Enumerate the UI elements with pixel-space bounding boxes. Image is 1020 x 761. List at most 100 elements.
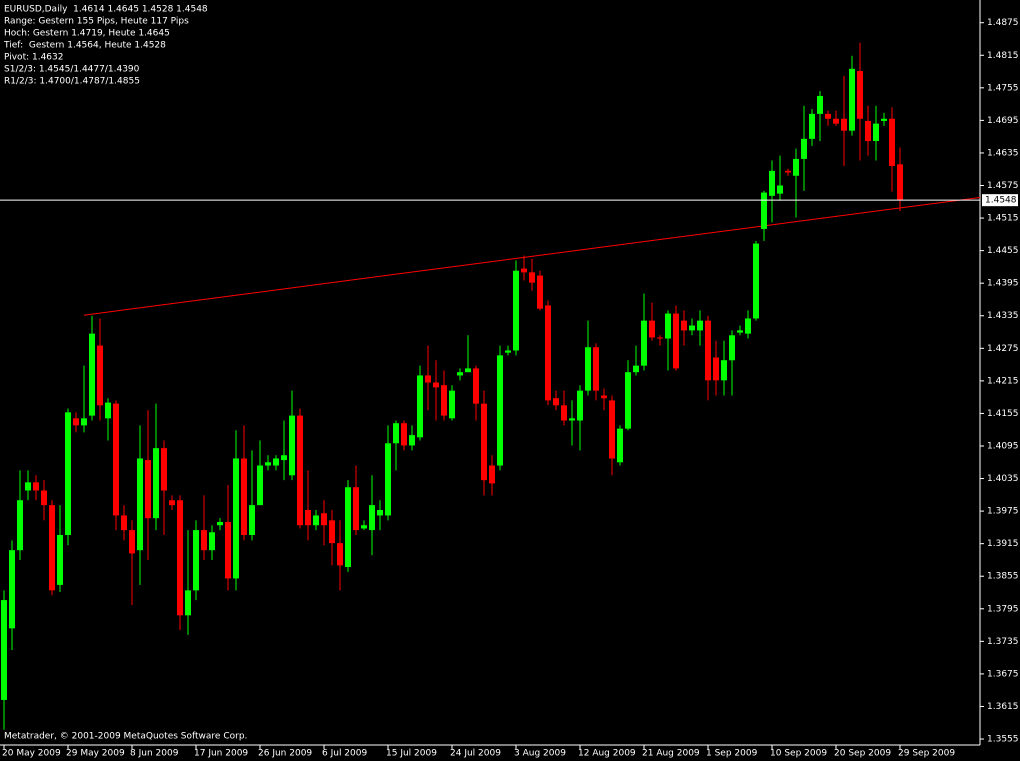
y-tick-label: 1.4875 (987, 18, 1019, 28)
candle-body (505, 350, 511, 353)
candle-body (121, 515, 127, 531)
candle-body (873, 123, 879, 142)
candle-body (585, 347, 591, 391)
x-tick-label: 29 Sep 2009 (898, 749, 955, 759)
candle-body (753, 243, 759, 319)
candle-body (273, 458, 279, 466)
candle-body (97, 345, 103, 406)
y-tick-label: 1.4335 (987, 311, 1019, 321)
candle-body (577, 390, 583, 421)
x-tick-label: 20 Sep 2009 (834, 749, 891, 759)
candle-body (297, 415, 303, 526)
candle-body (377, 510, 383, 516)
y-tick-label: 1.3855 (987, 572, 1019, 582)
candle-body (433, 382, 439, 388)
candle-body (385, 443, 391, 516)
candle-body (617, 428, 623, 463)
y-tick-label: 1.4455 (987, 246, 1019, 256)
candle-body (825, 113, 831, 119)
candle-body (305, 510, 311, 526)
y-tick-label: 1.4095 (987, 441, 1019, 451)
y-tick-label: 1.3915 (987, 539, 1019, 549)
y-tick-label: 1.4575 (987, 181, 1019, 191)
info-line: Range: Gestern 155 Pips, Heute 117 Pips (4, 17, 189, 27)
info-line: EURUSD,Daily 1.4614 1.4645 1.4528 1.4548 (4, 5, 208, 15)
candle-body (417, 375, 423, 438)
candle-body (633, 365, 639, 373)
y-tick-label: 1.4695 (987, 116, 1019, 126)
x-tick-label: 3 Aug 2009 (514, 749, 566, 759)
candle-body (409, 435, 415, 446)
candle-body (729, 335, 735, 361)
x-tick-label: 26 Jun 2009 (258, 749, 312, 759)
candle-body (281, 455, 287, 461)
candle-body (641, 320, 647, 366)
info-line: R1/2/3: 1.4700/1.4787/1.4855 (4, 77, 140, 87)
candle-body (449, 390, 455, 419)
candle-body (425, 375, 431, 383)
candle-body (881, 118, 887, 121)
candle-body (193, 530, 199, 591)
candle-body (481, 403, 487, 481)
y-tick-label: 1.4215 (987, 376, 1019, 386)
y-tick-label: 1.4515 (987, 214, 1019, 224)
candle-body (817, 95, 823, 114)
candle-body (145, 460, 151, 519)
candle-body (65, 412, 71, 535)
candle-body (841, 118, 847, 131)
y-tick-label: 1.3975 (987, 507, 1019, 517)
candle-body (857, 71, 863, 119)
candle-body (241, 458, 247, 535)
candle-body (81, 418, 87, 426)
y-tick-label: 1.3555 (987, 735, 1019, 745)
y-tick-label: 1.4035 (987, 474, 1019, 484)
candle-body (561, 405, 567, 421)
candle-body (209, 532, 215, 551)
candle-body (9, 550, 15, 629)
x-tick-label: 20 May 2009 (2, 749, 61, 759)
candle-body (361, 525, 367, 529)
y-tick-label: 1.4755 (987, 83, 1019, 93)
candle-body (41, 490, 47, 506)
y-tick-label: 1.3735 (987, 637, 1019, 647)
candle-body (665, 313, 671, 339)
candle-body (473, 368, 479, 404)
candle-body (289, 415, 295, 476)
candle-body (697, 320, 703, 331)
candle-body (153, 448, 159, 519)
info-line: S1/2/3: 1.4545/1.4477/1.4390 (4, 65, 140, 75)
candle-body (897, 164, 903, 201)
x-tick-label: 6 Jul 2009 (322, 749, 367, 759)
candle-body (545, 305, 551, 401)
candle-body (705, 320, 711, 381)
candle-body (177, 500, 183, 616)
candle-body (513, 270, 519, 351)
candle-body (105, 402, 111, 419)
candle-body (217, 521, 223, 526)
candle-body (185, 590, 191, 616)
candle-body (689, 325, 695, 331)
candle-body (249, 505, 255, 535)
candle-body (137, 458, 143, 551)
candle-body (601, 395, 607, 399)
candle-body (745, 318, 751, 334)
candle-body (401, 423, 407, 446)
candle-body (737, 330, 743, 333)
candle-body (793, 158, 799, 176)
x-tick-label: 12 Aug 2009 (578, 749, 636, 759)
x-tick-label: 17 Jun 2009 (194, 749, 248, 759)
candle-body (353, 487, 359, 531)
candle-body (649, 320, 655, 338)
candle-body (345, 487, 351, 568)
y-tick-label: 1.3675 (987, 669, 1019, 679)
candle-body (129, 530, 135, 554)
candle-body (33, 482, 39, 491)
x-tick-label: 29 May 2009 (66, 749, 125, 759)
candle-body (465, 368, 471, 373)
candle-body (393, 423, 399, 444)
candle-body (265, 462, 271, 466)
candle-body (785, 170, 791, 173)
candle-body (457, 372, 463, 376)
